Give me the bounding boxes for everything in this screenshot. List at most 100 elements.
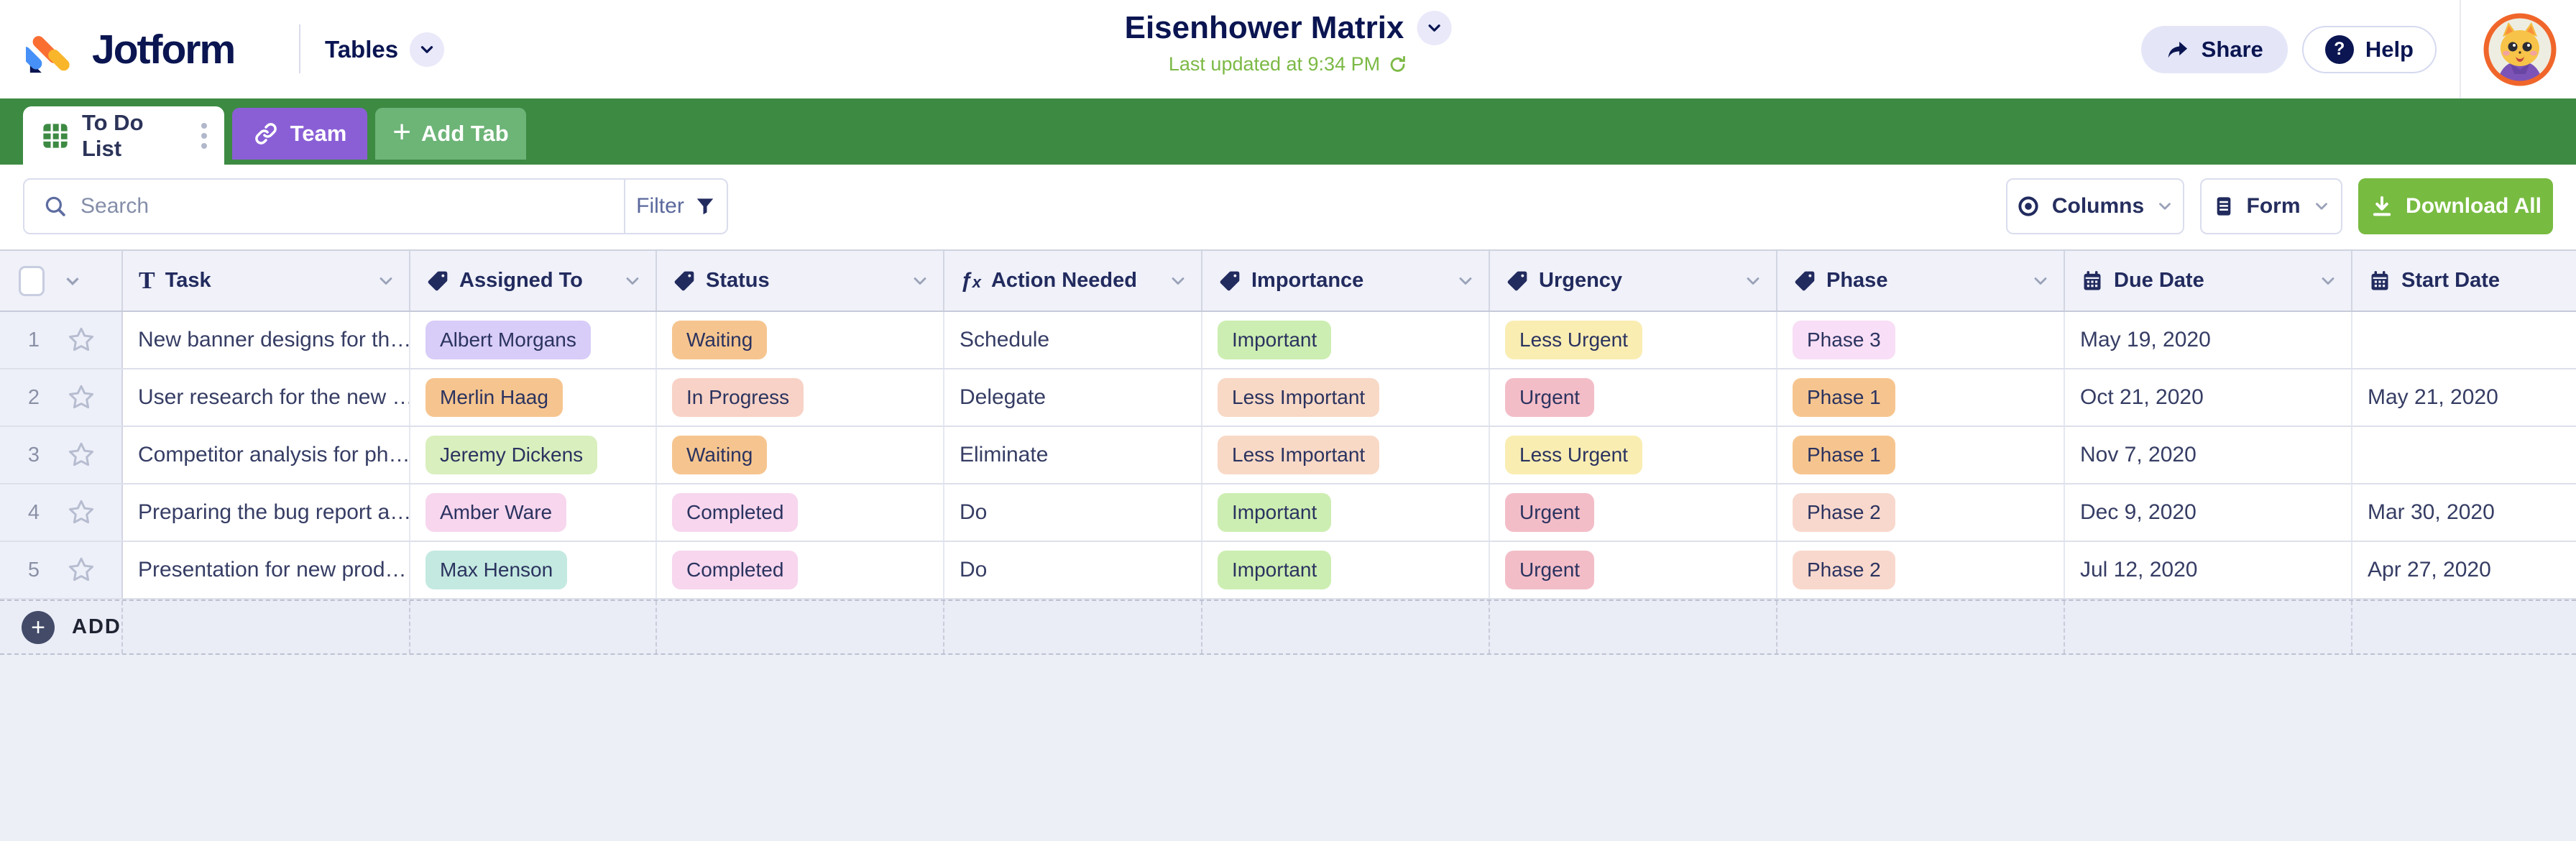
column-header-due-date[interactable]: Due Date (2065, 251, 2352, 311)
column-header-task[interactable]: T Task (123, 251, 410, 311)
tab-options-kebab-icon[interactable] (197, 119, 211, 153)
chevron-down-icon[interactable] (1168, 271, 1188, 291)
status-tag[interactable]: In Progress (672, 378, 804, 417)
product-switcher[interactable]: Tables (325, 0, 445, 98)
filter-button[interactable]: Filter (624, 180, 727, 233)
action-needed-cell[interactable]: Delegate (944, 369, 1202, 426)
tab-to-do-list[interactable]: To Do List (23, 106, 224, 165)
assigned-to-cell[interactable]: Max Henson (410, 542, 657, 598)
task-cell[interactable]: Competitor analysis for ph… (123, 427, 410, 483)
status-cell[interactable]: Completed (657, 484, 944, 541)
column-header-action-needed[interactable]: ƒx Action Needed (944, 251, 1202, 311)
urgency-cell[interactable]: Urgent (1490, 369, 1777, 426)
column-header-assigned-to[interactable]: Assigned To (410, 251, 657, 311)
action-needed-cell[interactable]: Schedule (944, 312, 1202, 368)
action-needed-cell[interactable]: Do (944, 484, 1202, 541)
importance-cell[interactable]: Important (1202, 542, 1490, 598)
column-header-status[interactable]: Status (657, 251, 944, 311)
due-date-cell[interactable]: Jul 12, 2020 (2065, 542, 2352, 598)
urgency-cell[interactable]: Less Urgent (1490, 312, 1777, 368)
search-input[interactable] (80, 185, 624, 228)
jotform-logo[interactable]: Jotform (26, 0, 236, 98)
product-chevron-down-icon[interactable] (410, 32, 445, 67)
help-button[interactable]: ? Help (2301, 25, 2437, 73)
task-cell[interactable]: Preparing the bug report a… (123, 484, 410, 541)
urgency-tag[interactable]: Urgent (1505, 493, 1595, 532)
assignee-tag[interactable]: Albert Morgans (426, 321, 591, 359)
task-cell[interactable]: User research for the new … (123, 369, 410, 426)
refresh-icon[interactable] (1387, 55, 1407, 75)
importance-tag[interactable]: Important (1218, 493, 1332, 532)
star-icon[interactable] (66, 440, 96, 470)
column-header-urgency[interactable]: Urgency (1490, 251, 1777, 311)
importance-tag[interactable]: Less Important (1218, 378, 1380, 417)
star-icon[interactable] (66, 497, 96, 528)
phase-tag[interactable]: Phase 2 (1793, 551, 1895, 589)
assignee-tag[interactable]: Merlin Haag (426, 378, 563, 417)
start-date-cell[interactable] (2352, 427, 2576, 483)
urgency-tag[interactable]: Urgent (1505, 551, 1595, 589)
assignee-tag[interactable]: Max Henson (426, 551, 568, 589)
chevron-down-icon[interactable] (1743, 271, 1763, 291)
importance-tag[interactable]: Less Important (1218, 436, 1380, 474)
star-icon[interactable] (66, 382, 96, 413)
assigned-to-cell[interactable]: Merlin Haag (410, 369, 657, 426)
importance-tag[interactable]: Important (1218, 551, 1332, 589)
assigned-to-cell[interactable]: Amber Ware (410, 484, 657, 541)
column-header-importance[interactable]: Importance (1202, 251, 1490, 311)
status-cell[interactable]: Waiting (657, 312, 944, 368)
importance-cell[interactable]: Important (1202, 484, 1490, 541)
assigned-to-cell[interactable]: Albert Morgans (410, 312, 657, 368)
importance-tag[interactable]: Important (1218, 321, 1332, 359)
phase-cell[interactable]: Phase 2 (1777, 484, 2065, 541)
columns-button[interactable]: Columns (2006, 178, 2184, 234)
download-all-button[interactable]: Download All (2358, 178, 2553, 234)
start-date-cell[interactable] (2352, 312, 2576, 368)
status-cell[interactable]: Waiting (657, 427, 944, 483)
phase-cell[interactable]: Phase 3 (1777, 312, 2065, 368)
select-menu-chevron-icon[interactable] (62, 270, 83, 292)
action-needed-cell[interactable]: Eliminate (944, 427, 1202, 483)
due-date-cell[interactable]: Oct 21, 2020 (2065, 369, 2352, 426)
action-needed-cell[interactable]: Do (944, 542, 1202, 598)
phase-cell[interactable]: Phase 1 (1777, 427, 2065, 483)
status-tag[interactable]: Completed (672, 551, 799, 589)
add-tab-button[interactable]: + Add Tab (375, 108, 526, 160)
phase-tag[interactable]: Phase 1 (1793, 436, 1895, 474)
phase-cell[interactable]: Phase 1 (1777, 369, 2065, 426)
column-header-start-date[interactable]: Start Date (2352, 251, 2576, 311)
urgency-tag[interactable]: Urgent (1505, 378, 1595, 417)
task-cell[interactable]: Presentation for new prod… (123, 542, 410, 598)
chevron-down-icon[interactable] (2030, 271, 2051, 291)
urgency-cell[interactable]: Urgent (1490, 484, 1777, 541)
phase-cell[interactable]: Phase 2 (1777, 542, 2065, 598)
assignee-tag[interactable]: Amber Ware (426, 493, 567, 532)
chevron-down-icon[interactable] (2318, 271, 2338, 291)
due-date-cell[interactable]: Dec 9, 2020 (2065, 484, 2352, 541)
start-date-cell[interactable]: Mar 30, 2020 (2368, 500, 2495, 524)
title-chevron-down-icon[interactable] (1417, 11, 1452, 45)
share-button[interactable]: Share (2140, 25, 2288, 73)
phase-tag[interactable]: Phase 1 (1793, 378, 1895, 417)
task-cell[interactable]: New banner designs for th… (123, 312, 410, 368)
start-date-cell[interactable]: May 21, 2020 (2368, 385, 2498, 409)
chevron-down-icon[interactable] (376, 271, 396, 291)
due-date-cell[interactable]: Nov 7, 2020 (2065, 427, 2352, 483)
status-tag[interactable]: Completed (672, 493, 799, 532)
status-tag[interactable]: Waiting (672, 321, 768, 359)
add-record-button[interactable]: + ADD (0, 601, 123, 653)
status-cell[interactable]: Completed (657, 542, 944, 598)
tab-team[interactable]: Team (232, 108, 367, 160)
status-cell[interactable]: In Progress (657, 369, 944, 426)
urgency-cell[interactable]: Urgent (1490, 542, 1777, 598)
phase-tag[interactable]: Phase 2 (1793, 493, 1895, 532)
column-header-phase[interactable]: Phase (1777, 251, 2065, 311)
assignee-tag[interactable]: Jeremy Dickens (426, 436, 598, 474)
importance-cell[interactable]: Less Important (1202, 427, 1490, 483)
urgency-tag[interactable]: Less Urgent (1505, 436, 1642, 474)
star-icon[interactable] (66, 325, 96, 355)
select-all-checkbox[interactable] (19, 265, 45, 296)
form-button[interactable]: Form (2200, 178, 2342, 234)
chevron-down-icon[interactable] (910, 271, 930, 291)
start-date-cell[interactable]: Apr 27, 2020 (2368, 558, 2491, 582)
